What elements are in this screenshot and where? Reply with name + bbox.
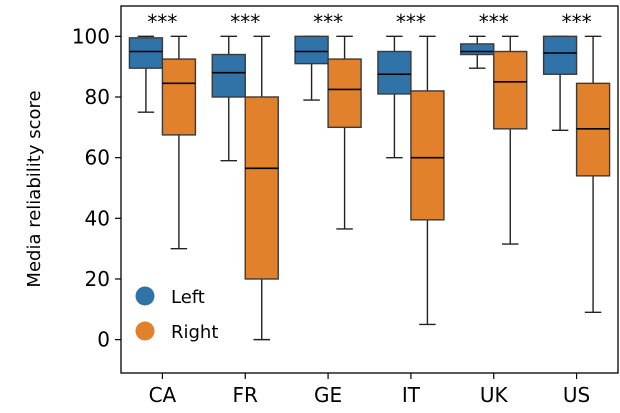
legend-label-right: Right <box>171 322 218 343</box>
x-tick-label-ca: CA <box>149 383 177 407</box>
x-tick-label-ge: GE <box>314 383 342 407</box>
y-tick-label: 80 <box>85 85 110 109</box>
legend: Left Right <box>135 286 218 343</box>
y-tick-label: 40 <box>85 206 110 230</box>
legend-label-left: Left <box>171 287 205 308</box>
x-tick-label-fr: FR <box>233 383 259 407</box>
box-body <box>244 96 279 280</box>
x-tick-label-us: US <box>563 383 590 407</box>
box-body <box>211 53 246 98</box>
y-tick-label: 60 <box>85 146 110 170</box>
y-tick-label: 20 <box>85 267 110 291</box>
significance-label: *** <box>562 10 592 34</box>
box-body <box>542 35 578 75</box>
box-body <box>460 43 495 56</box>
box-right-ca <box>161 35 197 250</box>
box-body <box>128 37 164 69</box>
box-body <box>327 58 362 129</box>
y-tick-label: 100 <box>72 24 110 48</box>
box-right-uk <box>493 35 528 245</box>
significance-label: *** <box>147 10 177 34</box>
box-left-ge <box>294 35 329 101</box>
plot-frame <box>120 5 619 374</box>
box-left-it <box>377 35 412 159</box>
box-body <box>493 50 528 130</box>
box-left-ca <box>128 35 164 113</box>
y-axis-label: Media reliability score <box>24 90 45 287</box>
plot-area: *** *** *** *** *** *** <box>120 5 619 374</box>
x-axis: CA FR GE IT UK US <box>149 373 590 407</box>
box-left-fr <box>211 35 246 162</box>
box-body <box>161 58 197 136</box>
x-tick-label-it: IT <box>402 383 421 407</box>
y-axis: 0 20 40 60 80 100 <box>72 24 121 352</box>
box-left-us <box>542 35 578 132</box>
significance-label: *** <box>313 10 343 34</box>
box-left-uk <box>460 35 495 69</box>
box-right-fr <box>244 35 279 341</box>
box-body <box>294 35 329 65</box>
box-right-us <box>575 35 611 314</box>
significance-label: *** <box>396 10 426 34</box>
y-tick-label: 0 <box>97 328 110 352</box>
box-body <box>377 50 412 95</box>
box-right-it <box>410 35 445 326</box>
significance-label: *** <box>230 10 260 34</box>
x-tick-label-uk: UK <box>480 383 509 407</box>
significance-label: *** <box>479 10 509 34</box>
legend-marker-right <box>135 321 155 341</box>
box-body <box>410 90 445 221</box>
box-right-ge <box>327 35 362 230</box>
legend-marker-left <box>135 286 155 306</box>
